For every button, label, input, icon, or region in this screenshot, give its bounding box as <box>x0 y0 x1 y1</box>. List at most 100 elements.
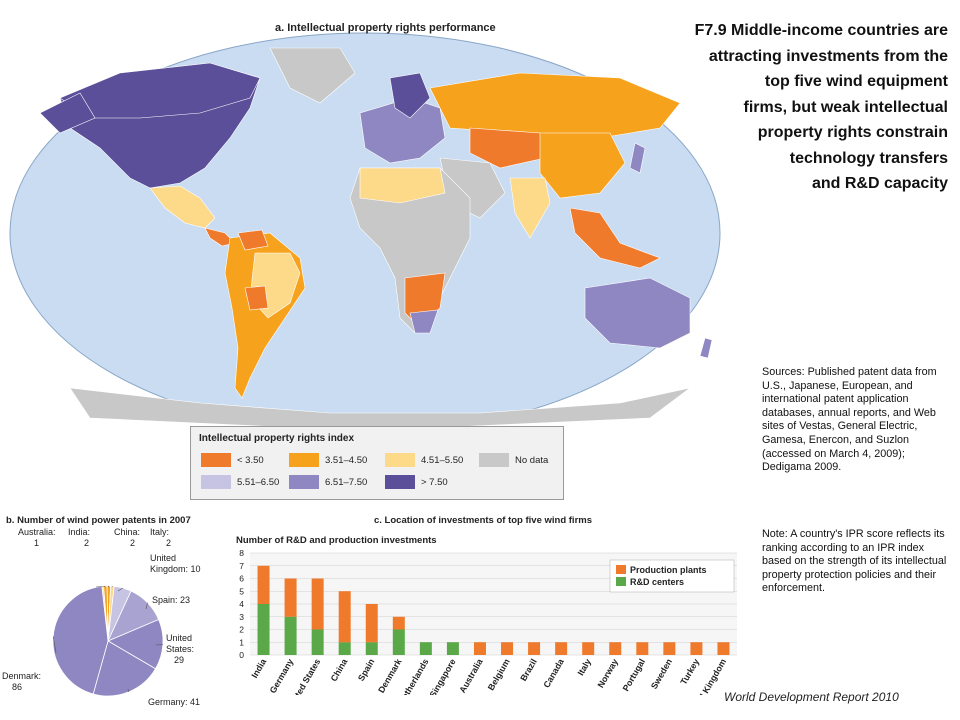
pie-slices <box>52 585 164 697</box>
bar-production-united-kingdom <box>717 642 730 655</box>
figure-title: F7.9 Middle-income countries are attracti… <box>618 18 948 197</box>
bar-bars <box>257 565 730 655</box>
legend-swatch <box>289 453 319 467</box>
y-tick-label: 2 <box>239 625 244 635</box>
russia-land <box>429 72 681 139</box>
pie-label: China: 2 <box>114 527 140 548</box>
legend-frame <box>609 559 735 593</box>
pie-leader-line <box>145 602 148 610</box>
legend-swatch <box>479 453 509 467</box>
pie-label: Spain: 23 <box>152 595 190 605</box>
bar-rd-spain <box>365 642 378 655</box>
legend-item-651-750: 6.51–7.50 <box>289 475 367 489</box>
legend-swatch <box>616 565 626 574</box>
bar-production-china <box>338 591 351 643</box>
y-tick-label: 4 <box>239 599 244 609</box>
bar-y-ticks: 0 1 2 3 4 5 6 7 8 <box>239 548 244 660</box>
world-map <box>9 32 721 428</box>
greenland-land <box>269 47 356 104</box>
x-tick-label: Belgium <box>486 657 512 692</box>
southeast-asia-land <box>569 207 661 269</box>
legend-item-451-550: 4.51–5.50 <box>385 453 463 467</box>
bar-production-canada <box>555 642 568 655</box>
bar-rd-china <box>338 642 351 655</box>
legend-item-551-650: 5.51–6.50 <box>201 475 279 489</box>
central-asia-land <box>469 127 546 169</box>
legend-item-lt350: < 3.50 <box>201 453 264 467</box>
figure-title-line: F7.9 Middle-income countries are <box>694 22 948 39</box>
map-legend: Intellectual property rights index < 3.5… <box>190 426 564 500</box>
legend-label: 6.51–7.50 <box>325 476 368 488</box>
bar-production-spain <box>365 604 378 643</box>
x-tick-label: Norway <box>595 657 620 690</box>
mexico-land <box>149 185 216 229</box>
pie-label: Australia: 1 <box>18 527 56 548</box>
bar-chart-y-label: Number of R&D and production investments <box>236 535 437 546</box>
bar-rd-united-states <box>311 629 324 655</box>
alaska-land <box>39 92 96 134</box>
japan-land <box>629 142 646 174</box>
bar-rd-denmark <box>392 629 405 655</box>
bar-rd-singapore <box>446 642 459 655</box>
pie-leader-line <box>117 587 123 592</box>
x-tick-label: China <box>329 657 350 683</box>
sources-text: Sources: Published patent data from U.S.… <box>762 366 937 474</box>
bar-production-united-states <box>311 578 324 630</box>
pie-label: Italy: 2 <box>150 527 171 548</box>
china-land <box>539 132 626 199</box>
pie-label: Germany: 41 <box>148 697 200 707</box>
bar-production-norway <box>609 642 622 655</box>
pie-leader-line <box>107 585 110 588</box>
pie-leader-line <box>102 585 106 588</box>
bar-production-belgium <box>501 642 514 655</box>
y-tick-label: 1 <box>239 637 244 647</box>
pie-label: United States: 29 <box>166 633 194 665</box>
x-tick-label: Brazil <box>518 657 539 683</box>
legend-label: Production plants <box>630 565 707 575</box>
antarctica-land <box>69 387 691 428</box>
scandinavia-land <box>389 72 431 119</box>
legend-label: > 7.50 <box>421 476 448 488</box>
pie-leader-line <box>127 688 129 693</box>
y-tick-label: 0 <box>239 650 244 660</box>
x-tick-label: Sweden <box>649 657 674 691</box>
legend-label: 5.51–6.50 <box>237 476 280 488</box>
canada-land <box>59 62 261 119</box>
north-africa-land <box>359 167 446 204</box>
pie-leader-line <box>52 636 57 654</box>
pie-leader-line <box>95 585 103 588</box>
new-zealand-land <box>699 337 713 359</box>
bolivia-land <box>244 285 269 311</box>
legend-swatch <box>201 453 231 467</box>
legend-swatch <box>385 453 415 467</box>
legend-item-no-data: No data <box>479 453 548 467</box>
legend-label: 3.51–4.50 <box>325 454 368 466</box>
pie-labels: Denmark: 86 Germany: 41 United States: 29 Spai… <box>2 527 201 707</box>
legend-label: No data <box>515 454 549 466</box>
figure-title-line: top five wind equipment <box>764 73 948 90</box>
bar-chart-title: c. Location of investments of top five w… <box>374 515 592 526</box>
bar-chart: c. Location of investments of top five w… <box>236 515 737 695</box>
pie-slice-germany <box>92 640 157 697</box>
x-tick-label: Turkey <box>678 657 701 687</box>
pie-chart: b. Number of wind power patents in 2007 … <box>2 515 201 707</box>
legend-swatch <box>385 475 415 489</box>
bar-production-australia <box>473 642 486 655</box>
bar-rd-germany <box>284 616 297 655</box>
x-tick-label: Denmark <box>376 657 404 695</box>
legend-item-gt750: > 7.50 <box>385 475 448 489</box>
figure-title-line: technology transfers <box>789 149 948 167</box>
figure-title-line: firms, but weak intellectual <box>743 98 949 116</box>
india-land <box>509 177 551 239</box>
pie-chart-title: b. Number of wind power patents in 2007 <box>6 515 191 526</box>
footer-credit: World Development Report 2010 <box>724 690 899 704</box>
x-tick-label: Germany <box>268 657 296 695</box>
legend-label: < 3.50 <box>237 454 264 466</box>
pie-label: Denmark: 86 <box>2 671 41 692</box>
bar-production-italy <box>582 642 595 655</box>
x-tick-label: Spain <box>356 657 377 683</box>
australia-land <box>584 277 691 349</box>
legend-swatch <box>616 577 626 586</box>
x-tick-label: Singapore <box>427 657 457 695</box>
x-tick-label: Italy <box>575 657 593 677</box>
